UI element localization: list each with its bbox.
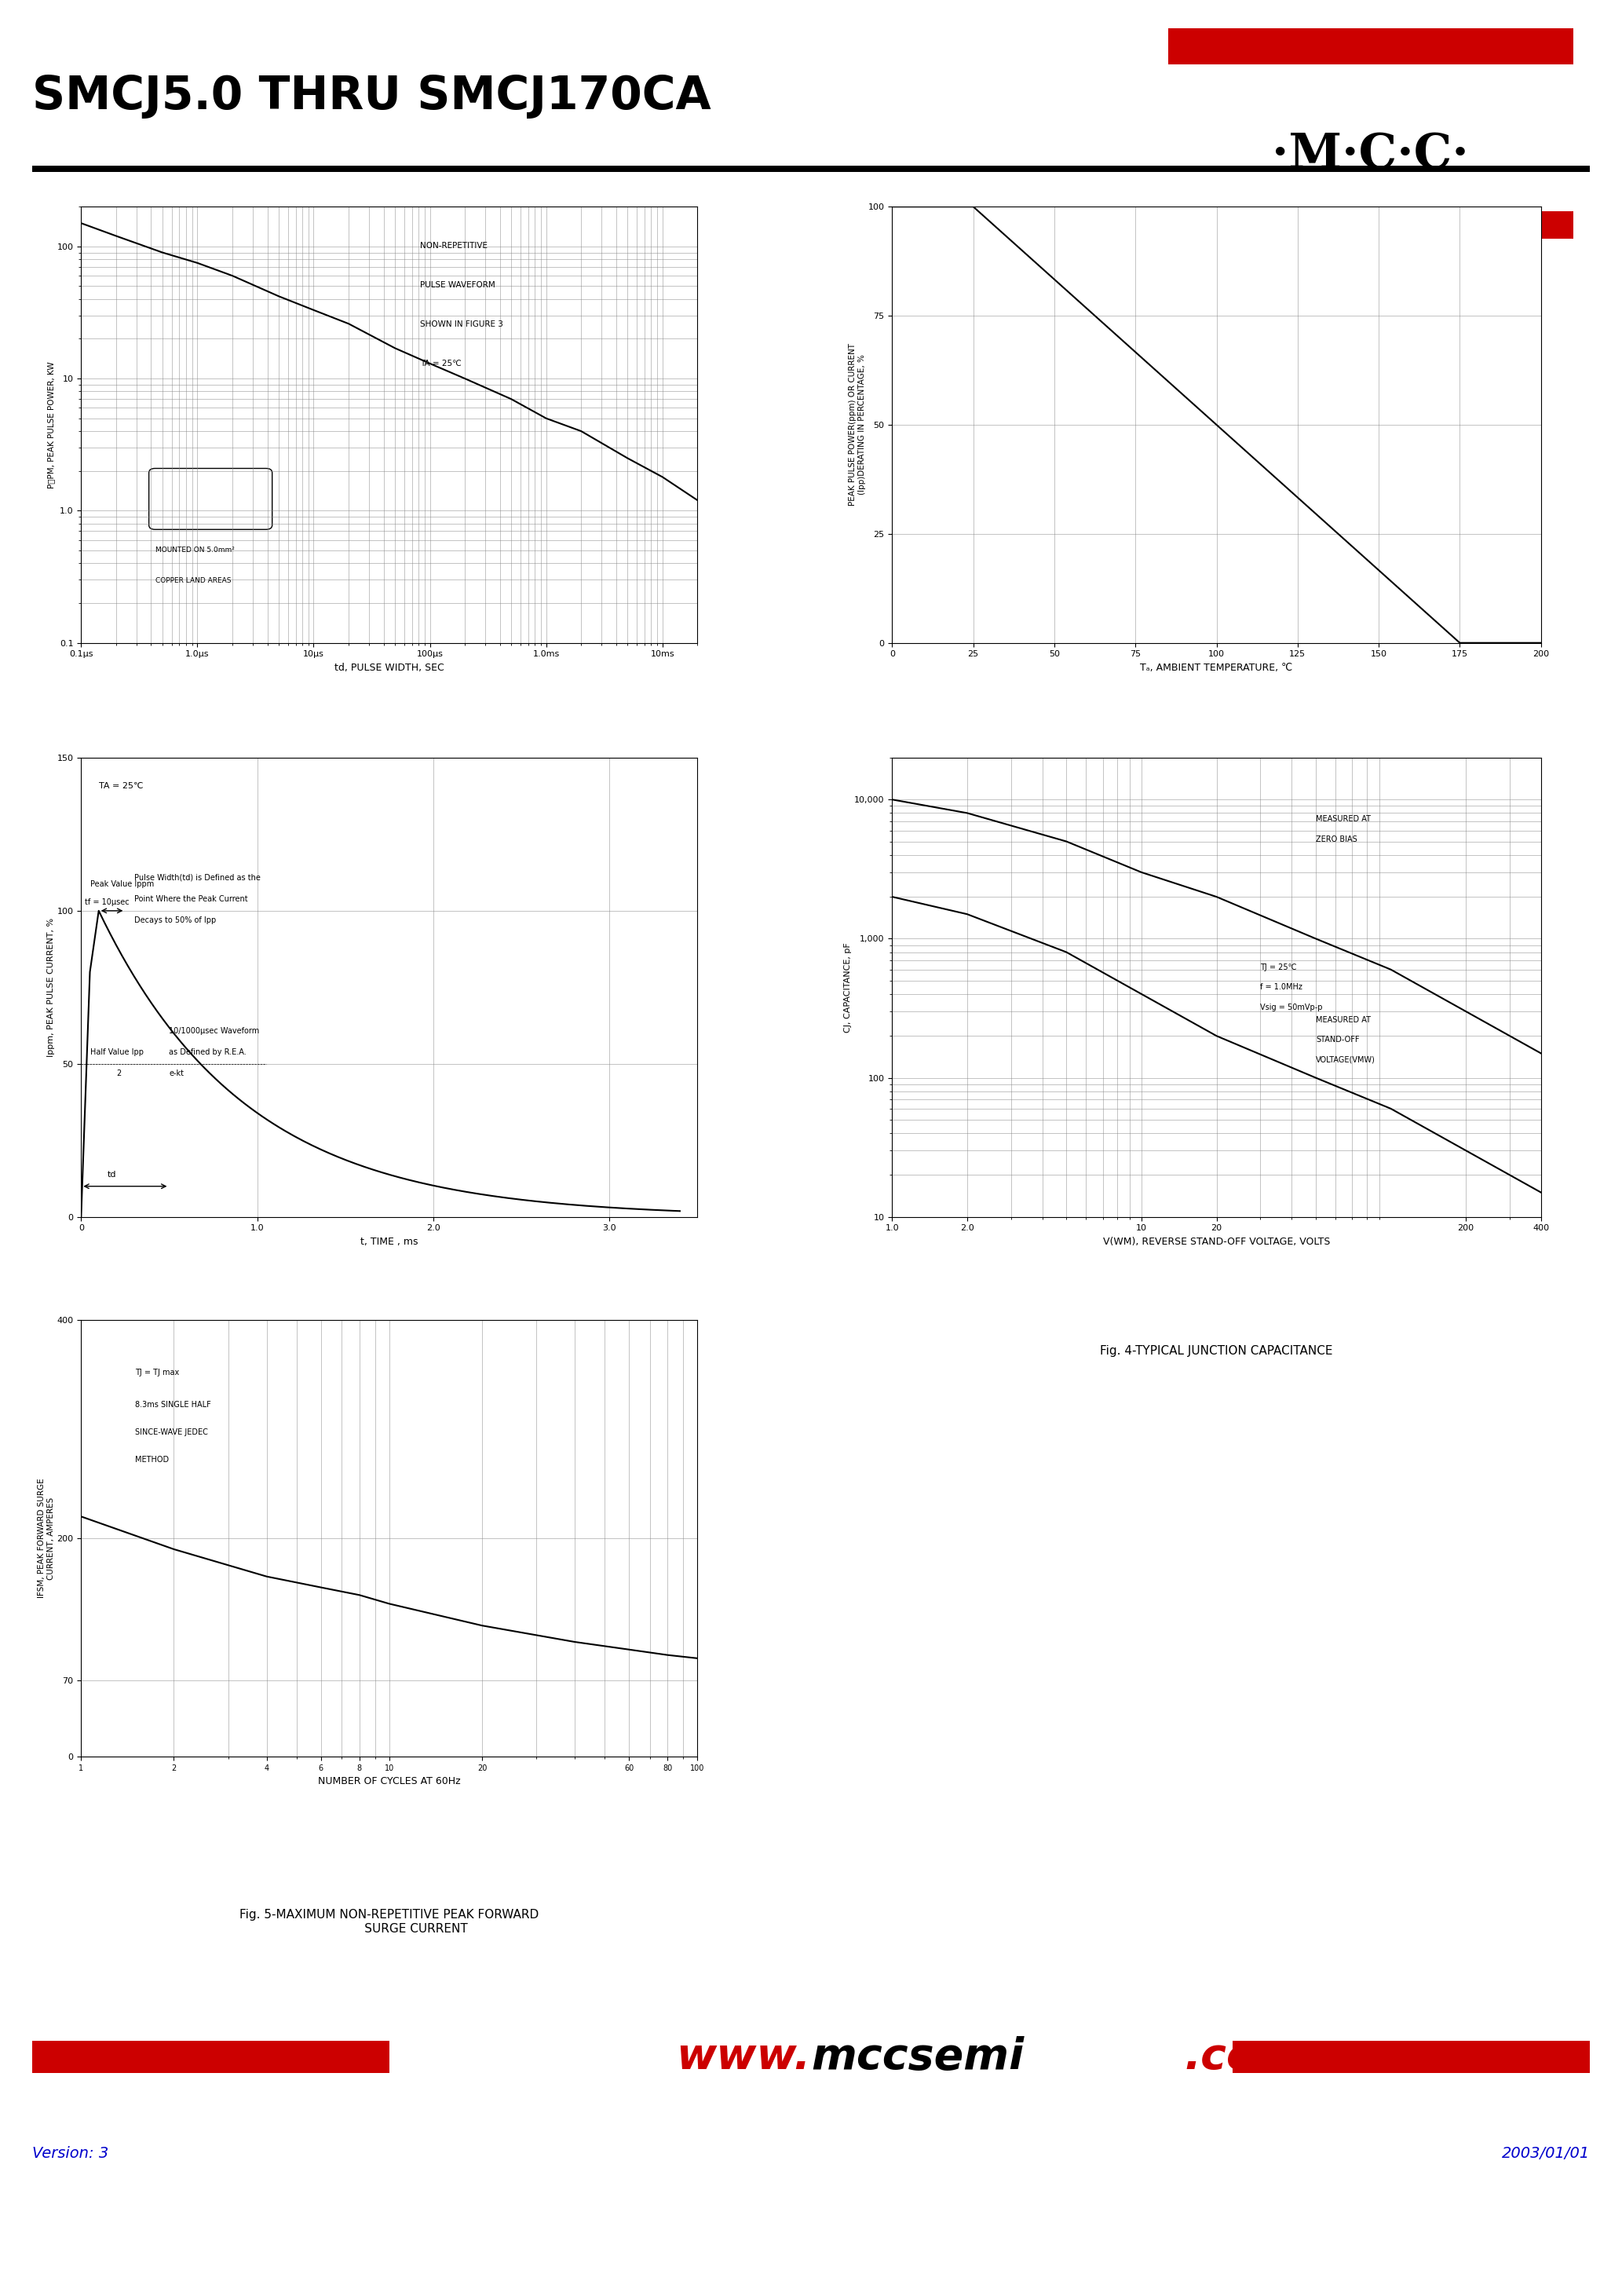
Text: VOLTAGE(VMW): VOLTAGE(VMW) [1315, 1056, 1375, 1063]
X-axis label: td, PULSE WIDTH, SEC: td, PULSE WIDTH, SEC [334, 664, 444, 673]
Text: Pulse Width(td) is Defined as the: Pulse Width(td) is Defined as the [135, 875, 260, 882]
Bar [1168, 28, 1573, 64]
Text: STAND-OFF: STAND-OFF [1315, 1035, 1359, 1045]
Y-axis label: CJ, CAPACITANCE, pF: CJ, CAPACITANCE, pF [843, 941, 852, 1033]
Title: Fig. 5-MAXIMUM NON-REPETITIVE PEAK FORWARD
              SURGE CURRENT: Fig. 5-MAXIMUM NON-REPETITIVE PEAK FORWA… [240, 1910, 539, 1936]
Text: PULSE WAVEFORM: PULSE WAVEFORM [420, 280, 495, 289]
X-axis label: t, TIME , ms: t, TIME , ms [360, 1238, 418, 1247]
Text: 8.3ms SINGLE HALF: 8.3ms SINGLE HALF [135, 1401, 211, 1410]
Text: METHOD: METHOD [135, 1456, 169, 1463]
Text: td: td [107, 1171, 117, 1178]
Text: f = 1.0MHz: f = 1.0MHz [1260, 983, 1302, 992]
Title: Fig. 2-PULSE DERATING CURVE: Fig. 2-PULSE DERATING CURVE [1124, 774, 1309, 785]
Text: Vsig = 50mVp-p: Vsig = 50mVp-p [1260, 1003, 1324, 1010]
Text: .com: .com [1184, 2037, 1302, 2078]
Text: 2: 2 [117, 1070, 122, 1077]
X-axis label: NUMBER OF CYCLES AT 60Hz: NUMBER OF CYCLES AT 60Hz [318, 1777, 461, 1786]
Text: NON-REPETITIVE: NON-REPETITIVE [420, 241, 488, 250]
Text: TJ = TJ max: TJ = TJ max [135, 1368, 180, 1375]
Text: MEASURED AT: MEASURED AT [1315, 1017, 1371, 1024]
Text: 2003/01/01: 2003/01/01 [1502, 2147, 1590, 2161]
Y-axis label: Ippm, PEAK PULSE CURRENT, %: Ippm, PEAK PULSE CURRENT, % [47, 918, 55, 1056]
X-axis label: V(WM), REVERSE STAND-OFF VOLTAGE, VOLTS: V(WM), REVERSE STAND-OFF VOLTAGE, VOLTS [1103, 1238, 1330, 1247]
Y-axis label: PEAK PULSE POWER(ppm) OR CURRENT
(Ipp)DERATING IN PERCENTAGE, %: PEAK PULSE POWER(ppm) OR CURRENT (Ipp)DE… [848, 344, 866, 505]
Text: ·M·C·C·: ·M·C·C· [1272, 131, 1470, 179]
Text: Point Where the Peak Current: Point Where the Peak Current [135, 895, 248, 902]
Text: TA = 25℃: TA = 25℃ [420, 360, 462, 367]
Text: ZERO BIAS: ZERO BIAS [1315, 836, 1358, 843]
Text: Half Value Ipp: Half Value Ipp [89, 1049, 143, 1056]
Text: MEASURED AT: MEASURED AT [1315, 815, 1371, 822]
Title: Fig. 4-TYPICAL JUNCTION CAPACITANCE: Fig. 4-TYPICAL JUNCTION CAPACITANCE [1100, 1345, 1333, 1357]
Bar [32, 2041, 389, 2073]
Y-axis label: IFSM, PEAK FORWARD SURGE
CURRENT, AMPERES: IFSM, PEAK FORWARD SURGE CURRENT, AMPERE… [37, 1479, 55, 1598]
Text: TA = 25℃: TA = 25℃ [99, 783, 143, 790]
Text: SMCJ5.0 THRU SMCJ170CA: SMCJ5.0 THRU SMCJ170CA [32, 73, 712, 119]
Text: tf = 10μsec: tf = 10μsec [84, 898, 130, 907]
Text: www.: www. [676, 2037, 811, 2078]
Text: TJ = 25℃: TJ = 25℃ [1260, 964, 1298, 971]
Text: e-kt: e-kt [169, 1070, 183, 1077]
X-axis label: Tₐ, AMBIENT TEMPERATURE, ℃: Tₐ, AMBIENT TEMPERATURE, ℃ [1140, 664, 1293, 673]
Text: Peak Value Ippm: Peak Value Ippm [89, 879, 154, 889]
Text: Decays to 50% of Ipp: Decays to 50% of Ipp [135, 916, 216, 925]
Bar [1233, 2041, 1590, 2073]
FancyBboxPatch shape [149, 468, 272, 530]
Title: Fig. 3-PULSE WAVEFORM: Fig. 3-PULSE WAVEFORM [316, 1345, 462, 1357]
Title: Fig. 1-PEAK PULSE POWER RATING CURVE: Fig. 1-PEAK PULSE POWER RATING CURVE [264, 774, 514, 785]
Text: 10/1000μsec Waveform: 10/1000μsec Waveform [169, 1026, 260, 1035]
Text: SHOWN IN FIGURE 3: SHOWN IN FIGURE 3 [420, 319, 503, 328]
Text: MOUNTED ON 5.0mm²: MOUNTED ON 5.0mm² [156, 546, 234, 553]
Text: Version: 3: Version: 3 [32, 2147, 109, 2161]
Text: as Defined by R.E.A.: as Defined by R.E.A. [169, 1049, 247, 1056]
Text: COPPER LAND AREAS: COPPER LAND AREAS [156, 579, 230, 585]
Text: mccsemi: mccsemi [811, 2037, 1023, 2078]
Y-axis label: P₝PM, PEAK PULSE POWER, KW: P₝PM, PEAK PULSE POWER, KW [47, 360, 55, 489]
Text: SINCE-WAVE JEDEC: SINCE-WAVE JEDEC [135, 1428, 208, 1437]
